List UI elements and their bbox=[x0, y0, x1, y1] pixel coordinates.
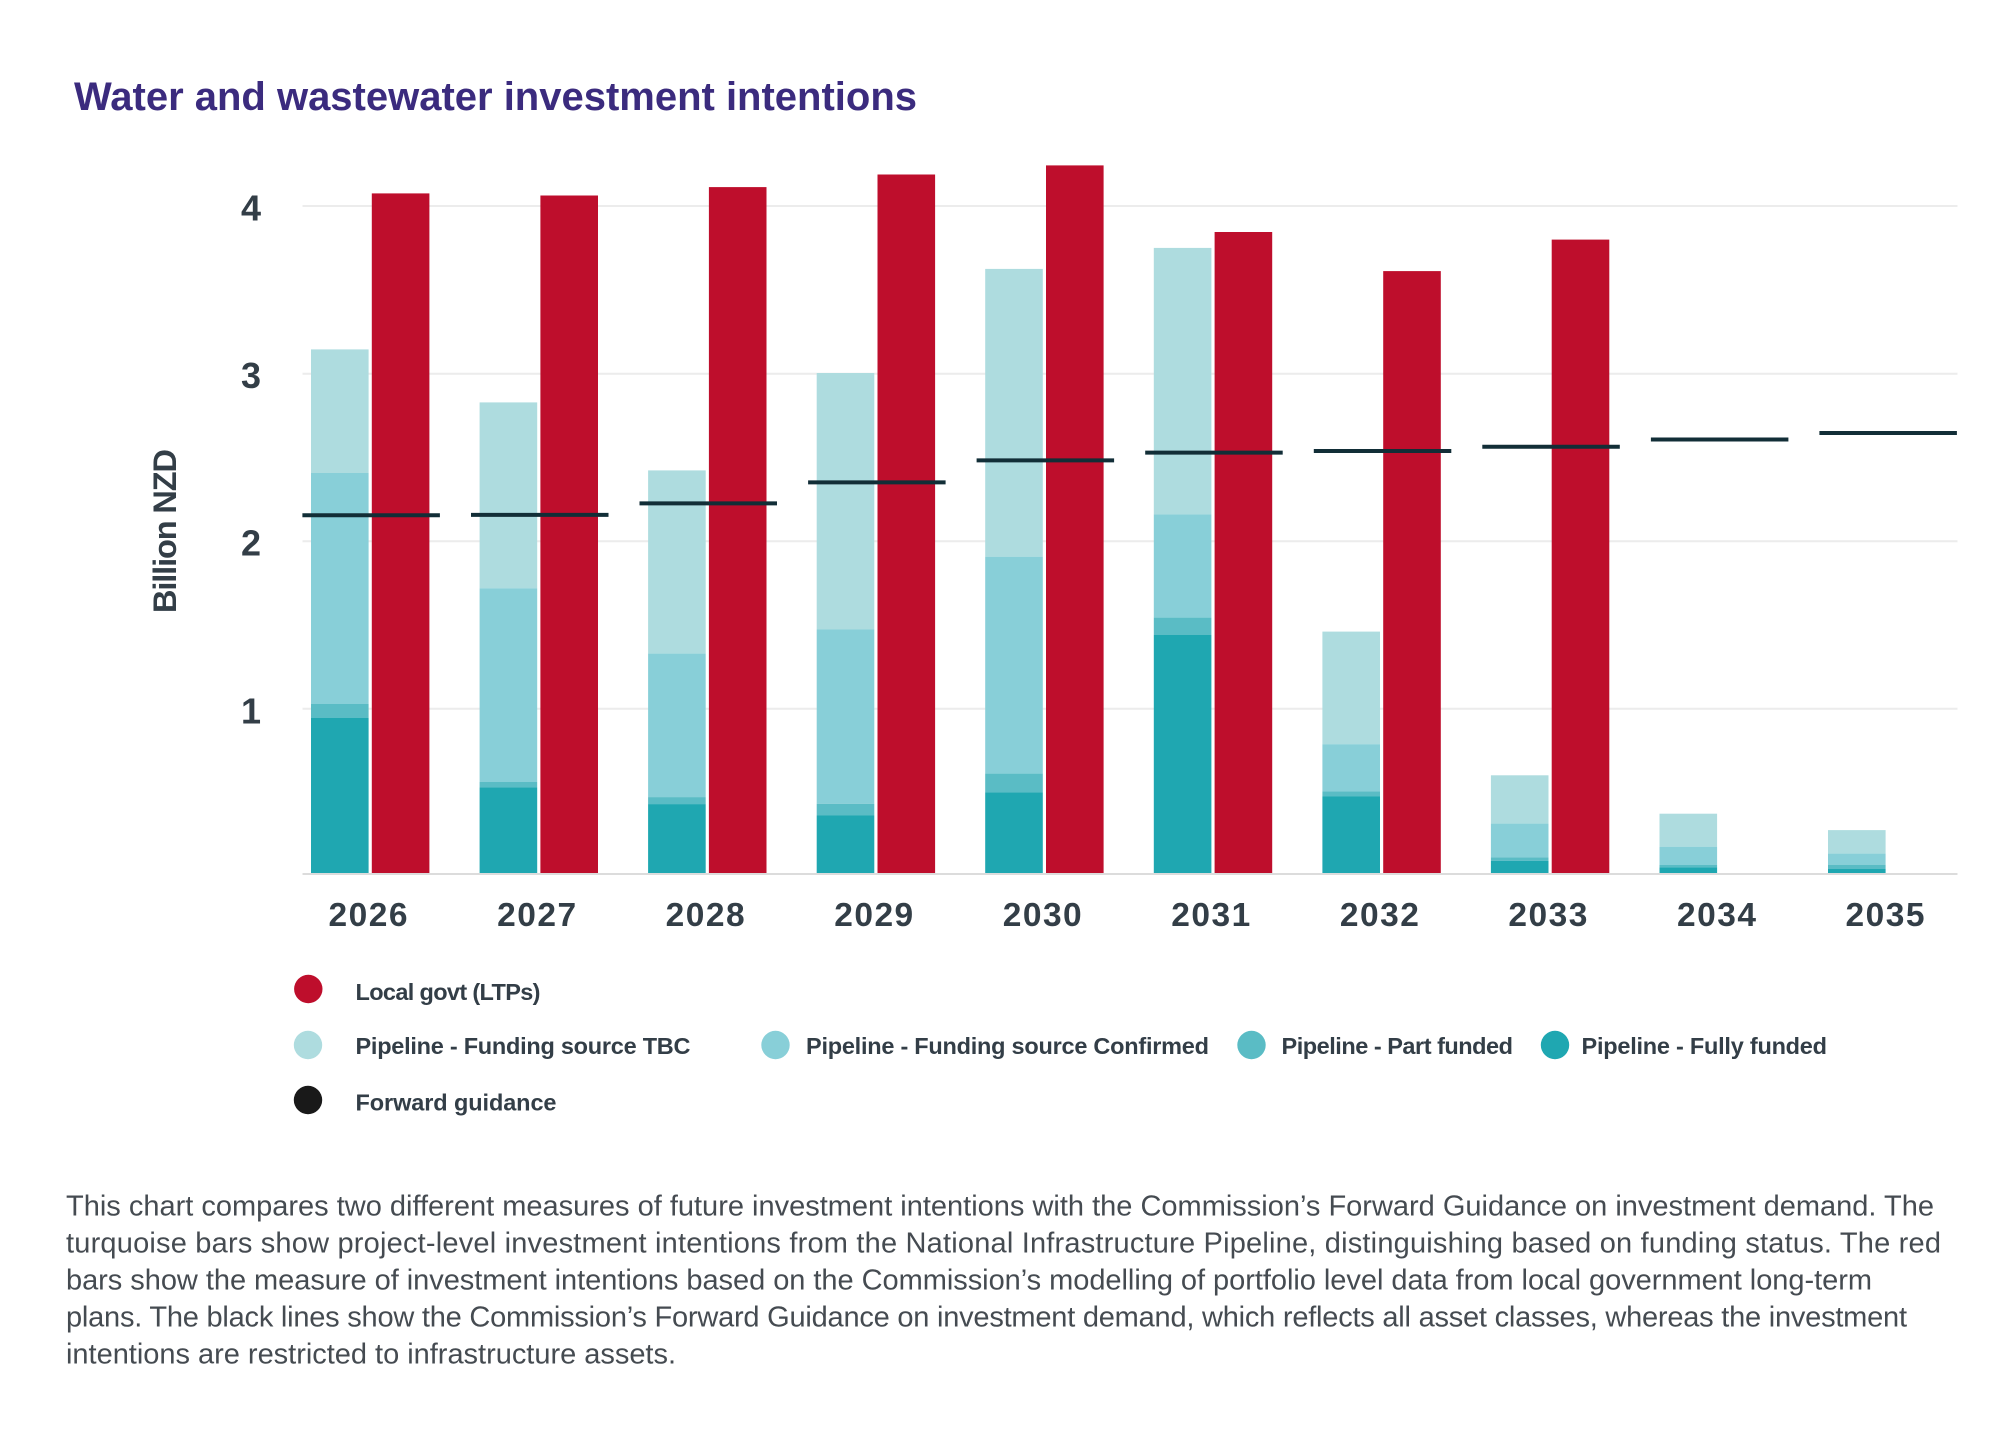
svg-text:2030: 2030 bbox=[1003, 897, 1082, 934]
svg-text:Pipeline - Fully funded: Pipeline - Fully funded bbox=[1582, 1033, 1828, 1059]
svg-text:intentions are restricted to i: intentions are restricted to infrastruct… bbox=[66, 1339, 676, 1371]
svg-text:Water and wastewater investmen: Water and wastewater investment intentio… bbox=[74, 75, 917, 119]
svg-text:Pipeline - Funding source TBC: Pipeline - Funding source TBC bbox=[356, 1033, 691, 1059]
svg-text:2034: 2034 bbox=[1677, 897, 1756, 934]
svg-text:2027: 2027 bbox=[497, 897, 576, 934]
svg-text:Local govt (LTPs): Local govt (LTPs) bbox=[356, 979, 541, 1005]
svg-text:2031: 2031 bbox=[1171, 897, 1250, 934]
svg-text:2: 2 bbox=[241, 523, 261, 564]
svg-text:Billion NZD: Billion NZD bbox=[147, 449, 183, 613]
svg-text:2032: 2032 bbox=[1340, 897, 1419, 934]
svg-text:2029: 2029 bbox=[834, 897, 913, 934]
svg-text:2033: 2033 bbox=[1508, 897, 1587, 934]
svg-text:1: 1 bbox=[241, 690, 261, 731]
svg-text:2035: 2035 bbox=[1846, 897, 1925, 934]
svg-text:bars show the measure of inves: bars show the measure of investment inte… bbox=[66, 1265, 1872, 1297]
svg-text:plans. The black lines show th: plans. The black lines show the Commissi… bbox=[66, 1302, 1907, 1334]
svg-text:Pipeline - Funding source Conf: Pipeline - Funding source Confirmed bbox=[806, 1033, 1209, 1059]
svg-text:This chart compares two differ: This chart compares two different measur… bbox=[66, 1191, 1934, 1223]
svg-text:3: 3 bbox=[241, 355, 261, 396]
svg-text:Pipeline - Part funded: Pipeline - Part funded bbox=[1282, 1033, 1514, 1059]
svg-text:4: 4 bbox=[241, 188, 261, 229]
svg-text:Forward guidance: Forward guidance bbox=[356, 1090, 557, 1116]
svg-text:2028: 2028 bbox=[666, 897, 745, 934]
svg-text:turquoise bars show project-le: turquoise bars show project-level invest… bbox=[66, 1228, 1941, 1260]
svg-text:2026: 2026 bbox=[329, 897, 408, 934]
